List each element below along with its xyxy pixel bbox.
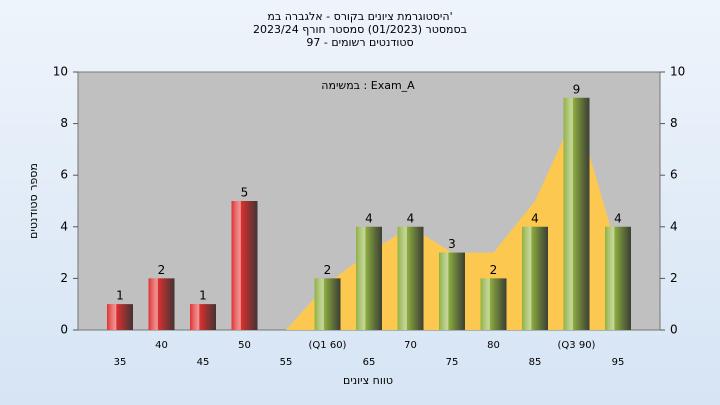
annotation: במשימה : Exam_A [321, 79, 415, 92]
value-label: 2 [158, 263, 166, 277]
bar-shade [563, 97, 590, 330]
x-tick-label: 50 [238, 340, 251, 351]
x-tick-label: 95 [612, 357, 625, 368]
y2-tick-label: 0 [670, 323, 678, 337]
x-tick-label: 55 [280, 357, 293, 368]
y-tick-label: 4 [60, 219, 68, 233]
y2-tick-label: 10 [670, 65, 685, 79]
y2-tick-label: 8 [670, 116, 678, 130]
y2-tick-label: 2 [670, 271, 678, 285]
value-label: 9 [573, 82, 581, 96]
bar-shade [190, 304, 216, 330]
x-tick-label: 35 [114, 357, 127, 368]
x-tick-label: (Q3 90) [558, 340, 596, 351]
bar-shade [107, 304, 133, 330]
value-label: 4 [531, 211, 539, 225]
value-label: 3 [448, 237, 456, 251]
bar-shade [231, 201, 258, 330]
bar-shade [605, 226, 631, 330]
y-tick-label: 10 [53, 65, 68, 79]
y-axis-label: מספר סטודנטים [27, 163, 40, 239]
value-label: 5 [241, 186, 249, 200]
bar-shade [480, 278, 507, 330]
bar-shade [522, 226, 548, 330]
title-line: סטודנטים רשומים - 97 [306, 36, 413, 49]
x-tick-label: 70 [404, 340, 417, 351]
value-label: 4 [365, 211, 373, 225]
x-tick-label: 65 [363, 357, 376, 368]
x-tick-label: 85 [529, 357, 542, 368]
bar-shade [397, 226, 424, 330]
value-label: 4 [614, 211, 622, 225]
value-label: 2 [324, 263, 332, 277]
y2-tick-label: 6 [670, 168, 678, 182]
x-tick-label: (Q1 60) [309, 340, 347, 351]
value-label: 1 [116, 289, 124, 303]
bar-shade [148, 278, 175, 330]
title-line: בסמסטר (01/2023) סמסטר חורף 2023/24 [253, 23, 467, 36]
value-label: 2 [490, 263, 498, 277]
bar-shade [314, 278, 341, 330]
x-tick-label: 75 [446, 357, 459, 368]
y-tick-label: 6 [60, 168, 68, 182]
value-label: 1 [199, 289, 207, 303]
x-tick-label: 45 [197, 357, 210, 368]
y2-tick-label: 4 [670, 219, 678, 233]
x-axis-label: טווח ציונים [343, 374, 393, 387]
x-tick-label: 40 [155, 340, 168, 351]
x-tick-label: 80 [487, 340, 500, 351]
y-tick-label: 8 [60, 116, 68, 130]
y-tick-label: 2 [60, 271, 68, 285]
value-label: 4 [407, 211, 415, 225]
title-line: היסטוגרמת ציונים בקורס - אלגברה במ' [267, 10, 452, 23]
bar-shade [356, 226, 382, 330]
bar-shade [439, 252, 465, 330]
y-tick-label: 0 [60, 323, 68, 337]
